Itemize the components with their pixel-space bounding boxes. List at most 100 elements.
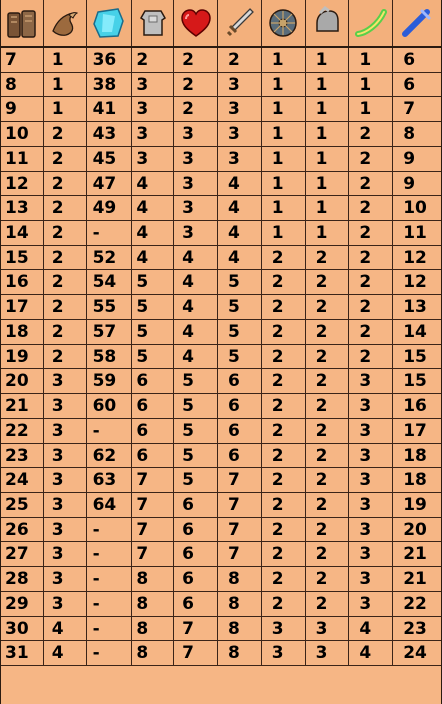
table-cell: 2 <box>262 295 306 319</box>
table-cell: 4 <box>218 221 262 245</box>
table-cell: 3 <box>349 591 394 616</box>
table-cell: 64 <box>87 492 133 517</box>
table-row: 14 2-4 3 4 1 1 2 11 <box>1 221 441 246</box>
table-cell: 1 <box>262 72 306 97</box>
table-cell: 3 <box>132 122 175 146</box>
table-cell: 5 <box>174 418 218 443</box>
table-cell: 22 <box>1 418 44 443</box>
table-cell: 1 <box>306 122 350 146</box>
table-row: 7 1 36 2 2 2 1 1 1 6 <box>1 48 441 73</box>
table-row: 27 3-7 6 7 2 2 3 21 <box>1 542 441 568</box>
table-cell: 2 <box>262 270 306 295</box>
table-cell: 2 <box>349 270 394 295</box>
table-cell: 12 <box>403 247 427 268</box>
table-cell: 6 <box>174 542 218 567</box>
table-cell: 3 <box>44 443 87 468</box>
table-cell: 2 <box>349 221 394 245</box>
table-row: 20 3 59 6 5 6 2 2 3 15 <box>1 369 441 395</box>
table-cell: 45 <box>87 146 133 171</box>
table-cell: 5 <box>218 319 262 344</box>
table-cell: 4 <box>174 344 218 369</box>
table-cell: 3 <box>349 369 394 394</box>
table-cell: 2 <box>306 245 350 270</box>
table-cell: 3 <box>44 418 87 443</box>
table-cell: 4 <box>349 616 394 641</box>
table-cell: 19 <box>403 494 427 515</box>
table-cell: 27 <box>1 542 44 567</box>
table-cell: 7 <box>218 517 262 542</box>
table-cell: 54 <box>87 270 133 295</box>
table-row: 10 2 43 3 3 3 1 1 2 8 <box>1 122 441 147</box>
table-row: 13 2 49 4 3 4 1 1 2 10 <box>1 196 441 222</box>
table-cell: 1 <box>306 72 350 97</box>
table-cell: 30 <box>1 616 44 641</box>
table-cell: 2 <box>306 542 350 567</box>
chest-armor-icon <box>132 0 175 46</box>
table-cell: 24 <box>1 468 44 492</box>
table-cell: 3 <box>132 97 175 122</box>
table-cell: 3 <box>218 97 262 122</box>
table-cell: 5 <box>132 270 175 295</box>
table-cell: 1 <box>262 97 306 122</box>
table-cell: 3 <box>349 443 394 468</box>
table-cell: 3 <box>174 196 218 221</box>
table-cell: 23 <box>403 618 427 639</box>
table-cell: 1 <box>306 171 350 196</box>
table-cell: 6 <box>132 418 175 443</box>
table-cell: 3 <box>349 492 394 517</box>
table-cell: 2 <box>174 48 218 72</box>
bird-icon <box>44 0 87 46</box>
table-cell: 3 <box>306 616 350 641</box>
table-cell: 8 <box>1 72 44 97</box>
table-cell: 4 <box>174 319 218 344</box>
table-cell: 8 <box>132 567 175 591</box>
table-cell: 2 <box>218 48 262 72</box>
table-cell: 3 <box>349 542 394 567</box>
table-cell: 1 <box>262 196 306 221</box>
table-cell: 2 <box>132 48 175 72</box>
table-cell: 1 <box>262 48 306 72</box>
table-cell: 24 <box>403 643 427 664</box>
table-row: 21 3 60 6 5 6 2 2 3 16 <box>1 394 441 419</box>
table-row: 9 1 41 3 2 3 1 1 1 7 <box>1 97 441 123</box>
table-cell: 4 <box>218 171 262 196</box>
table-row: 28 3-8 6 8 2 2 3 21 <box>1 567 441 592</box>
table-cell: - <box>87 567 133 591</box>
table-cell: 6 <box>218 394 262 418</box>
table-cell: 12 <box>403 272 427 293</box>
table-cell: 3 <box>44 517 87 542</box>
table-cell: 2 <box>44 344 87 369</box>
table-cell: 4 <box>132 196 175 221</box>
table-cell: 23 <box>1 443 44 468</box>
table-cell: 2 <box>349 295 394 319</box>
table-cell: 28 <box>1 567 44 591</box>
table-cell: 2 <box>262 344 306 369</box>
table-cell: 1 <box>349 97 394 122</box>
table-cell: 3 <box>306 641 350 665</box>
table-cell: 2 <box>262 492 306 517</box>
table-cell: 2 <box>44 295 87 319</box>
table-cell: 1 <box>262 122 306 146</box>
table-cell: 6 <box>132 443 175 468</box>
table-cell: 38 <box>87 72 133 97</box>
table-cell: 18 <box>403 470 427 491</box>
table-cell: 2 <box>349 344 394 369</box>
helmet-icon <box>306 0 350 46</box>
table-cell: 15 <box>403 371 427 392</box>
table-cell: 2 <box>262 542 306 567</box>
table-cell: 1 <box>44 72 87 97</box>
table-cell: 3 <box>132 146 175 171</box>
table-cell: 5 <box>174 468 218 492</box>
table-cell: 7 <box>174 641 218 665</box>
table-row: 29 3-8 6 8 2 2 3 22 <box>1 591 441 617</box>
table-cell: 60 <box>87 394 133 418</box>
table-cell: 1 <box>306 48 350 72</box>
table-cell: 1 <box>262 146 306 171</box>
table-cell: 7 <box>132 468 175 492</box>
table-cell: 3 <box>349 468 394 492</box>
table-cell: 2 <box>306 270 350 295</box>
table-row: 24 3 63 7 5 7 2 2 3 18 <box>1 468 441 493</box>
table-row: 17 2 55 5 4 5 2 2 2 13 <box>1 295 441 320</box>
table-cell: 59 <box>87 369 133 394</box>
